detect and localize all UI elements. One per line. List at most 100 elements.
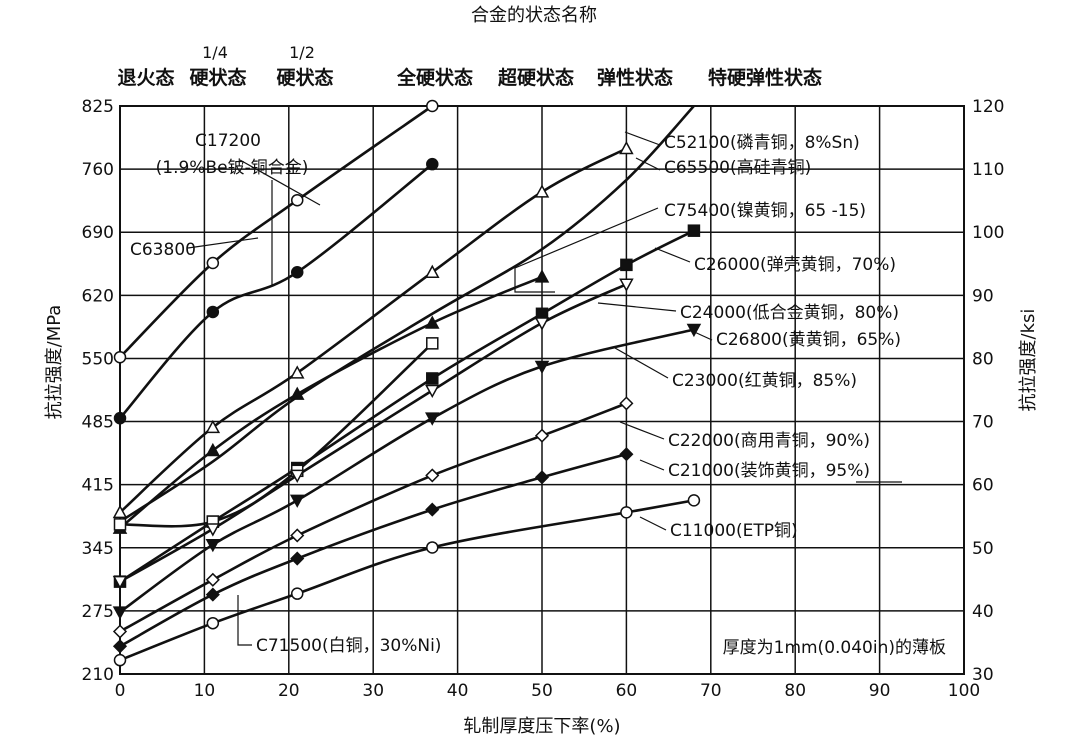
series-label: C26800(黄黄铜，65%): [716, 330, 901, 350]
series-line: [119, 163, 434, 420]
x-tick-label: 60: [616, 681, 638, 701]
y-axis-right-ticks: 120 110 100 90 80 70 60 50 40 30: [972, 97, 1004, 685]
series-label: C23000(红黄铜，85%): [672, 371, 857, 391]
data-point: [205, 572, 220, 587]
series-label: C26000(弹壳黄铜，70%): [694, 255, 896, 275]
x-axis-title: 轧制厚度压下率(%): [463, 716, 620, 737]
y-right-tick-label: 50: [972, 539, 994, 559]
data-point: [289, 365, 305, 379]
leader-line: [689, 329, 713, 341]
data-point: [205, 523, 221, 537]
y-left-tick-label: 415: [82, 476, 114, 496]
series-label: C11000(ETP铜): [670, 521, 798, 541]
series-line: [119, 328, 695, 614]
data-point: [687, 224, 701, 237]
x-tick-label: 50: [531, 681, 553, 701]
series-C26800: [112, 278, 634, 590]
series-labels: C17200 (1.9%Be铍-铜合金) C63800 C52100(磷青铜，8%Sn…: [130, 131, 901, 656]
data-point: [112, 639, 128, 654]
data-point: [425, 412, 440, 426]
data-point: [113, 411, 127, 425]
x-tick-label: 80: [784, 681, 806, 701]
x-axis-ticks: 0 10 20 30 40 50 60 70 80 90 100: [115, 681, 981, 701]
data-point: [112, 504, 128, 519]
data-point: [619, 278, 634, 292]
y-right-tick-label: 100: [972, 223, 1004, 243]
temper-name: 全硬状态: [396, 66, 473, 89]
temper-labels: 退火态 1/4 硬状态 1/2 硬状态 全硬状态 超硬状态 弹性状态 特硬弹性状态: [117, 43, 822, 89]
series-line: [119, 104, 434, 359]
temper-fraction: 1/4: [202, 43, 228, 62]
data-point: [206, 305, 220, 319]
series-C21000: [112, 447, 634, 654]
y-left-tick-label: 275: [82, 602, 114, 622]
leader-line: [239, 159, 321, 206]
data-point: [289, 494, 305, 508]
data-point: [206, 256, 220, 270]
leader-line: [237, 595, 252, 646]
series-line: [119, 342, 434, 528]
data-point: [289, 386, 305, 400]
data-point: [425, 468, 440, 483]
data-point: [290, 528, 305, 543]
data-point: [534, 269, 550, 283]
leader-lines: [187, 131, 902, 646]
data-point: [290, 587, 304, 600]
temper-name: 特硬弹性状态: [708, 66, 822, 89]
x-tick-label: 100: [948, 681, 980, 701]
data-point: [205, 442, 221, 457]
leader-line: [654, 247, 691, 263]
series-label: C17200: [195, 131, 261, 151]
y-left-tick-label: 550: [82, 349, 114, 369]
series-C63800: [113, 99, 439, 364]
x-tick-label: 90: [869, 681, 891, 701]
leader-line: [619, 421, 665, 440]
y-right-tick-label: 60: [972, 476, 994, 496]
series-label: C21000(装饰黄铜，95%): [668, 461, 870, 481]
data-point: [426, 337, 439, 350]
series-label: C75400(镍黄铜，65 -15): [664, 201, 866, 221]
leader-line: [614, 347, 669, 379]
series-C22000: [112, 396, 634, 639]
leader-line: [187, 237, 259, 249]
data-point: [534, 317, 550, 331]
data-point: [620, 506, 633, 519]
x-tick-label: 70: [700, 681, 722, 701]
data-point: [206, 616, 220, 630]
y-left-tick-label: 345: [82, 539, 114, 559]
data-point: [290, 551, 305, 566]
data-point: [425, 384, 440, 399]
data-point: [534, 360, 550, 375]
leader-line: [639, 459, 665, 471]
data-point: [290, 265, 304, 279]
temper-name: 弹性状态: [597, 66, 673, 89]
data-point: [619, 447, 634, 462]
data-point: [205, 587, 220, 602]
y-right-tick-label: 40: [972, 602, 994, 622]
y-right-tick-label: 120: [972, 97, 1004, 117]
leader-line: [635, 157, 661, 171]
data-point: [425, 264, 440, 278]
data-point: [426, 99, 439, 113]
series-C11000: [113, 494, 701, 667]
data-point: [112, 575, 128, 590]
series-C23000: [112, 323, 702, 620]
series-C17200: [113, 157, 439, 425]
data-point: [290, 193, 304, 207]
data-point: [426, 541, 439, 554]
data-point: [426, 372, 439, 385]
y-right-tick-label: 30: [972, 665, 994, 685]
y-right-tick-label: 80: [972, 349, 994, 369]
series-label: C71500(白铜，30%Ni): [256, 636, 441, 656]
grid-lines: [120, 106, 964, 674]
data-point: [205, 538, 221, 553]
temper-name: 硬状态: [276, 66, 333, 89]
data-point: [113, 518, 127, 531]
y-axis-right-title: 抗拉强度/ksi: [1018, 309, 1039, 412]
y-right-tick-label: 90: [972, 286, 994, 306]
y-left-tick-label: 485: [82, 413, 114, 433]
x-tick-label: 0: [115, 681, 126, 701]
series-C65500: [112, 140, 634, 519]
data-point: [113, 653, 127, 667]
